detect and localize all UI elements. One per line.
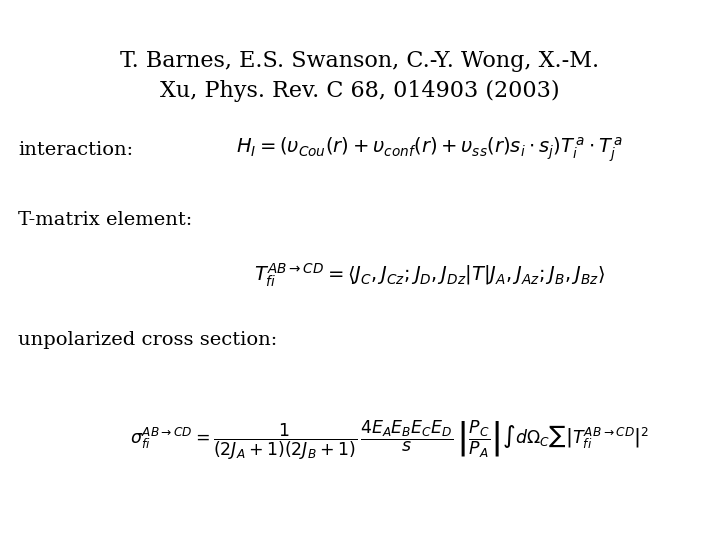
Text: $\sigma_{fi}^{AB\rightarrow CD} = \dfrac{1}{(2J_A+1)(2J_B+1)}\,\dfrac{4E_A E_B E: $\sigma_{fi}^{AB\rightarrow CD} = \dfrac… (130, 418, 649, 462)
Text: Xu, Phys. Rev. C 68, 014903 (2003): Xu, Phys. Rev. C 68, 014903 (2003) (160, 80, 560, 102)
Text: $H_I = (\upsilon_{Cou}(r)+\upsilon_{conf}(r)+\upsilon_{ss}(r)s_i \cdot s_j)T_i^{: $H_I = (\upsilon_{Cou}(r)+\upsilon_{conf… (236, 136, 624, 164)
Text: interaction:: interaction: (18, 141, 133, 159)
Text: $T_{fi}^{AB\rightarrow CD} = \langle J_C, J_{Cz}; J_D, J_{Dz}|T|J_A, J_{Az}; J_B: $T_{fi}^{AB\rightarrow CD} = \langle J_C… (254, 261, 606, 289)
Text: T. Barnes, E.S. Swanson, C.-Y. Wong, X.-M.: T. Barnes, E.S. Swanson, C.-Y. Wong, X.-… (120, 50, 600, 72)
Text: unpolarized cross section:: unpolarized cross section: (18, 331, 277, 349)
Text: T-matrix element:: T-matrix element: (18, 211, 192, 229)
